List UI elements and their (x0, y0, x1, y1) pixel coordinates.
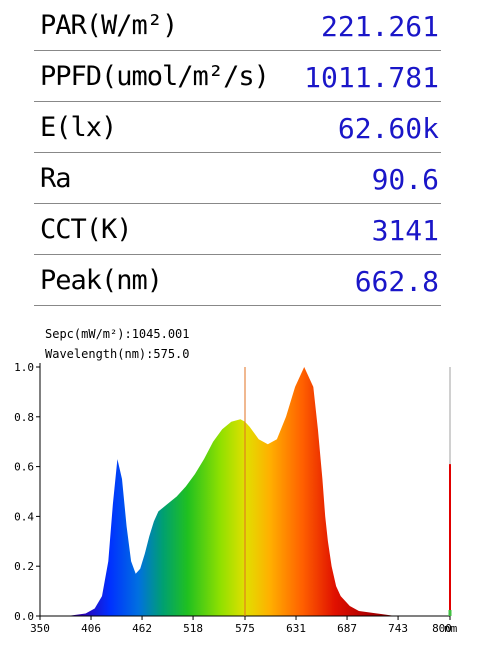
metric-value: 221.261 (320, 10, 439, 43)
x-tick-label: 462 (132, 622, 152, 635)
x-tick-label: 687 (337, 622, 357, 635)
metric-row-peak: Peak(nm) 662.8 (34, 255, 441, 306)
metric-value: 1011.781 (304, 61, 439, 94)
metric-label: E(lx) (40, 112, 117, 143)
y-tick-label: 0.0 (14, 610, 34, 623)
metric-value: 62.60k (337, 112, 439, 145)
metrics-table: PAR(W/m²) 221.261 PPFD(umol/m²/s) 1011.7… (34, 0, 441, 306)
metric-row-ra: Ra 90.6 (34, 153, 441, 204)
y-tick-label: 0.4 (14, 510, 34, 523)
metric-label: Peak(nm) (40, 265, 163, 296)
metric-row-par: PAR(W/m²) 221.261 (34, 0, 441, 51)
y-tick-label: 0.8 (14, 411, 34, 424)
metric-row-cct: CCT(K) 3141 (34, 204, 441, 255)
x-tick-label: 575 (235, 622, 255, 635)
wavelength-readout: Wavelength(nm):575.0 (45, 347, 190, 361)
x-tick-label: 631 (286, 622, 306, 635)
x-tick-label: 518 (183, 622, 203, 635)
x-tick-label: 350 (30, 622, 50, 635)
spectrum-chart[interactable]: 0.0 0.2 0.4 0.6 0.8 1.0 350 406 462 518 575 631 687 7… (0, 355, 480, 655)
metric-label: PAR(W/m²) (40, 10, 178, 41)
metric-label: PPFD(umol/m²/s) (40, 61, 270, 92)
x-tick-label: 406 (81, 622, 101, 635)
x-unit-label: nm (444, 622, 458, 635)
metric-value: 662.8 (354, 265, 439, 298)
metric-label: CCT(K) (40, 214, 133, 245)
metric-row-ppfd: PPFD(umol/m²/s) 1011.781 (34, 51, 441, 102)
metric-value: 90.6 (371, 163, 439, 196)
x-tick-label: 800 (432, 622, 452, 635)
y-tick-label: 1.0 (14, 361, 34, 374)
y-tick-label: 0.2 (14, 560, 34, 573)
metric-row-illuminance: E(lx) 62.60k (34, 102, 441, 153)
sepc-readout: Sepc(mW/m²):1045.001 (45, 327, 190, 341)
metric-value: 3141 (371, 214, 439, 247)
y-tick-label: 0.6 (14, 461, 34, 474)
metric-label: Ra (40, 163, 72, 194)
x-tick-label: 743 (388, 622, 408, 635)
